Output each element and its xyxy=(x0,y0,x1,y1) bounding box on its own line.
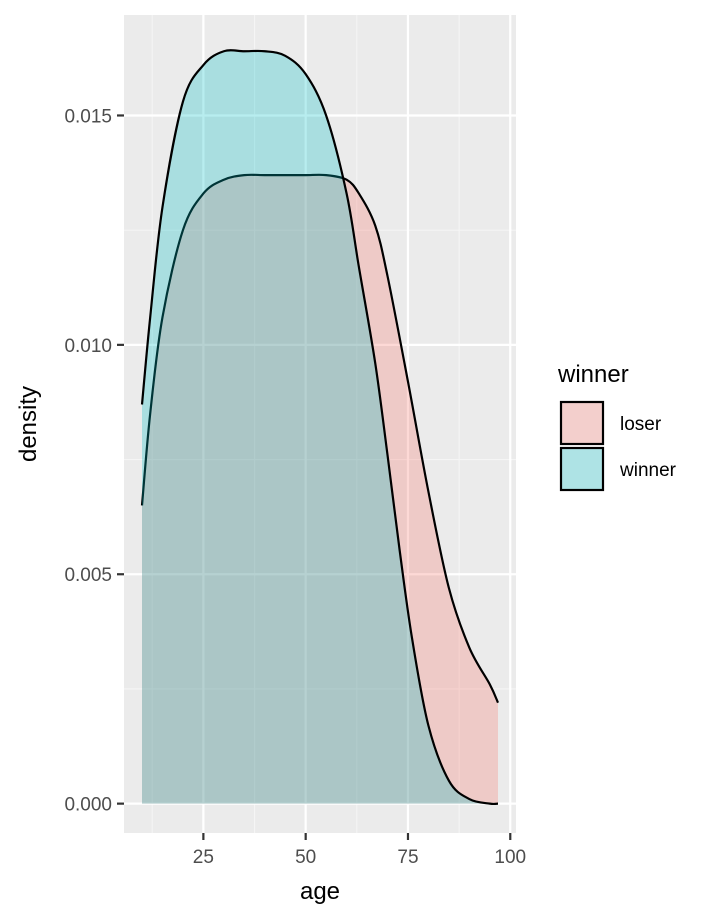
x-tick-label-2: 75 xyxy=(397,847,418,868)
grid-minor xyxy=(124,15,516,833)
x-tick-label-0: 25 xyxy=(193,847,214,868)
x-tick-label-3: 100 xyxy=(494,847,526,868)
legend-label-winner: winner xyxy=(619,460,677,481)
x-axis-title: age xyxy=(300,878,340,905)
legend-keys: loser winner xyxy=(559,400,677,492)
legend-key-winner xyxy=(559,446,605,492)
legend-label-loser: loser xyxy=(620,414,662,435)
y-tick-label-2: 0.010 xyxy=(64,336,112,357)
density-area-loser xyxy=(142,174,498,804)
legend-title: winner xyxy=(557,361,629,388)
y-axis-title: density xyxy=(15,386,42,462)
grid-major xyxy=(124,15,516,833)
y-axis: 0.000 0.005 0.010 0.015 xyxy=(64,106,124,816)
density-line-loser xyxy=(140,173,500,704)
density-areas xyxy=(140,49,500,806)
density-area-winner xyxy=(142,50,498,804)
y-tick-label-0: 0.000 xyxy=(64,795,112,816)
legend: winner loser winner xyxy=(557,361,677,492)
legend-key-bg-loser xyxy=(560,401,604,445)
y-tick-label-1: 0.005 xyxy=(64,565,112,586)
x-tick-label-1: 50 xyxy=(295,847,316,868)
density-line-winner xyxy=(140,49,499,806)
y-tick-label-3: 0.015 xyxy=(64,106,112,127)
legend-key-bg-winner xyxy=(560,447,604,491)
plot-panel xyxy=(124,15,516,833)
legend-key-loser xyxy=(559,400,605,446)
x-axis: 25 50 75 100 xyxy=(193,833,526,868)
